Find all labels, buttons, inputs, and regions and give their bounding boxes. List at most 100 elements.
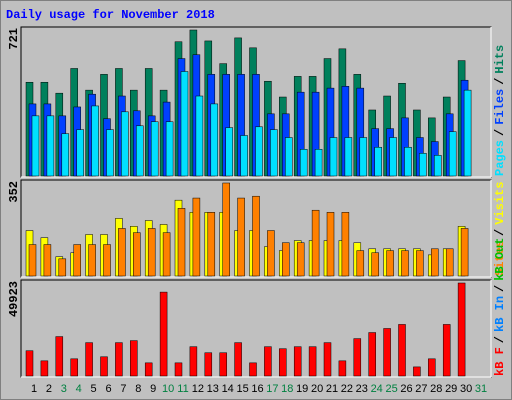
bar	[222, 182, 230, 277]
bar	[404, 146, 412, 177]
bar	[374, 146, 382, 177]
x-tick-label: 12	[192, 383, 204, 395]
x-tick-label: 3	[61, 383, 67, 395]
bar	[100, 356, 108, 377]
legend-entry: kB In	[493, 296, 507, 332]
bar	[43, 244, 52, 277]
bar	[428, 358, 436, 377]
bar	[249, 362, 257, 377]
bar	[311, 209, 320, 277]
bar	[413, 366, 421, 377]
bar	[106, 129, 114, 177]
x-tick-label: 27	[415, 383, 427, 395]
x-tick-label: 16	[251, 383, 263, 395]
bar	[150, 121, 159, 177]
bar	[147, 228, 156, 277]
legend: Pages / Files / Hits	[493, 45, 507, 176]
bar	[371, 252, 379, 277]
bar	[401, 250, 409, 277]
x-tick-label: 31	[475, 383, 487, 395]
legend-separator: /	[493, 336, 507, 343]
legend-separator: /	[493, 78, 507, 85]
bar	[389, 137, 397, 177]
x-tick-label: 13	[207, 383, 219, 395]
bar	[103, 244, 111, 277]
bar	[442, 324, 451, 377]
x-tick-label: 2	[46, 383, 52, 395]
bar	[133, 232, 141, 277]
bar	[434, 155, 442, 177]
bar	[58, 258, 67, 277]
bar	[329, 137, 338, 177]
x-tick-label: 30	[460, 383, 472, 395]
legend: kB F / kB In / kB Out	[493, 238, 507, 376]
bar	[177, 208, 186, 277]
bar	[323, 342, 332, 377]
bar	[457, 282, 466, 377]
panel	[20, 279, 492, 378]
legend-entry: Hits	[493, 45, 507, 74]
bar	[416, 250, 424, 277]
y-tick-label: 721	[7, 28, 21, 50]
bar	[279, 348, 287, 377]
bar	[162, 232, 171, 277]
bar	[356, 250, 365, 277]
bar	[282, 242, 290, 277]
x-tick-label: 21	[326, 383, 338, 395]
bar	[383, 328, 391, 377]
x-tick-label: 26	[400, 383, 412, 395]
bar	[40, 360, 49, 377]
x-tick-label: 29	[445, 383, 457, 395]
x-tick-label: 24	[371, 383, 383, 395]
bar	[31, 115, 40, 177]
x-tick-label: 19	[296, 383, 308, 395]
bar	[118, 228, 126, 277]
bar	[293, 346, 302, 377]
x-tick-label: 22	[341, 383, 353, 395]
bar	[267, 230, 275, 277]
legend-entry: Pages	[493, 140, 507, 176]
x-tick-label: 23	[356, 383, 368, 395]
bar	[195, 95, 204, 177]
legend-entry: kB Out	[493, 238, 507, 281]
bar	[121, 111, 129, 177]
bar	[463, 89, 472, 177]
bar	[419, 153, 427, 177]
bar	[61, 133, 70, 177]
bar	[431, 248, 439, 277]
bar	[252, 195, 260, 277]
x-tick-label: 1	[31, 383, 37, 395]
x-tick-label: 18	[281, 383, 293, 395]
bar	[207, 212, 216, 277]
bar	[326, 212, 335, 277]
legend-entry: Files	[493, 89, 507, 125]
bar	[386, 250, 394, 277]
chart-title: Daily usage for November 2018	[6, 8, 215, 22]
legend: Sites / Visits	[493, 182, 507, 276]
bar	[285, 137, 293, 177]
legend-separator: /	[493, 229, 507, 236]
bar	[296, 242, 305, 277]
bar	[192, 197, 201, 277]
x-tick-label: 25	[385, 383, 397, 395]
bar	[180, 71, 189, 177]
x-tick-label: 17	[266, 383, 278, 395]
bar	[130, 340, 138, 377]
bar	[445, 248, 454, 277]
bar	[353, 338, 362, 377]
bar	[70, 358, 78, 377]
bar	[85, 342, 93, 377]
bar	[46, 115, 55, 177]
bar	[398, 324, 406, 377]
x-tick-label: 5	[91, 383, 97, 395]
y-tick-label: 352	[7, 181, 21, 203]
bar	[448, 131, 457, 177]
x-tick-label: 20	[311, 383, 323, 395]
bar	[344, 137, 353, 177]
x-tick-label: 11	[177, 383, 188, 395]
bar	[264, 346, 272, 377]
bar	[314, 149, 323, 177]
x-tick-label: 7	[120, 383, 126, 395]
x-tick-label: 9	[150, 383, 156, 395]
